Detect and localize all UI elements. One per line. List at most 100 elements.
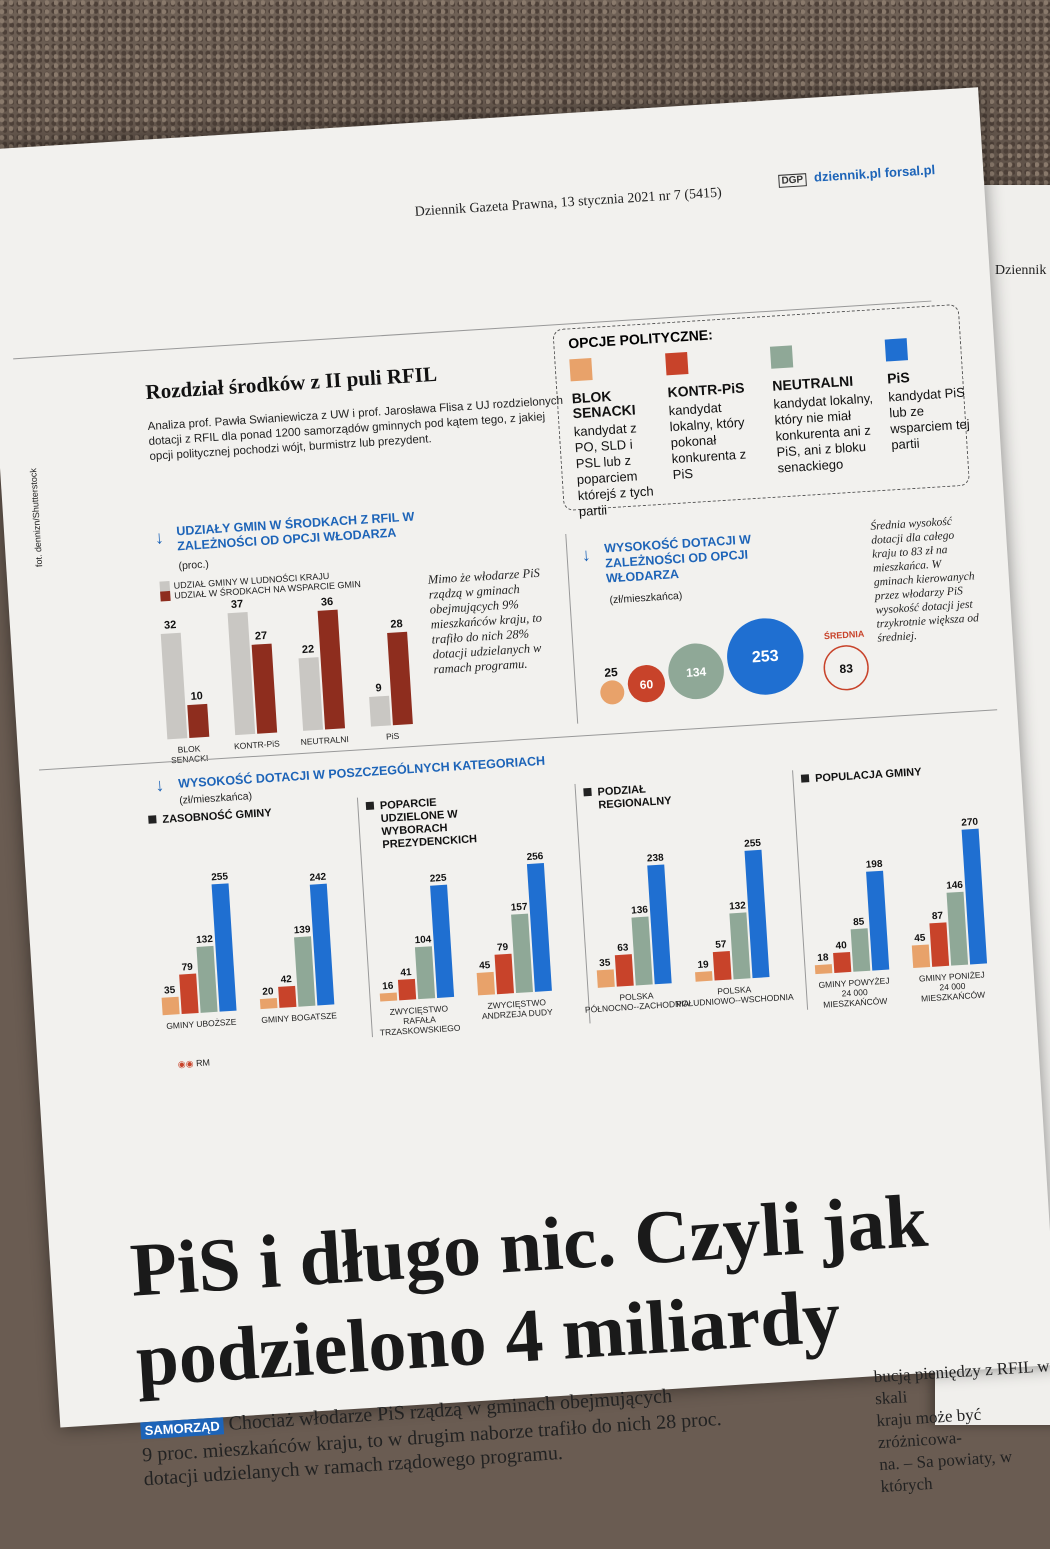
category-bar bbox=[833, 951, 852, 973]
dotation-bubble bbox=[727, 618, 804, 695]
panel-marker bbox=[148, 815, 157, 824]
category-group-label: ANDRZEJA DUDY bbox=[482, 1007, 554, 1021]
category-bar-label: 255 bbox=[211, 871, 229, 883]
infographic-title: Rozdział środków z II puli RFIL bbox=[144, 361, 438, 405]
down-arrow-icon: ↓ bbox=[154, 527, 165, 548]
category-bar bbox=[814, 964, 833, 975]
share-bar bbox=[187, 703, 210, 739]
legend-option-desc: kandydat z PO, SLD i PSL lub z poparciem… bbox=[573, 420, 655, 520]
side-line-1: bucją pieniędzy z RFIL w skali bbox=[873, 1356, 1050, 1409]
category-bar bbox=[929, 922, 950, 967]
shares-note: Mimo że włodarze PiS rządzą w gminach ob… bbox=[427, 565, 543, 677]
urls-text: dziennik.pl forsal.pl bbox=[813, 162, 936, 185]
legend-option-desc: kandydat lokalny, który nie miał konkure… bbox=[773, 390, 874, 476]
category-bar bbox=[278, 985, 297, 1008]
category-bar bbox=[294, 936, 316, 1007]
category-group-label: POLSKA bbox=[619, 990, 654, 1002]
dotation-bubble-label: 60 bbox=[639, 677, 654, 692]
category-bar bbox=[259, 998, 278, 1010]
category-group-label: GMINY PONIŻEJ bbox=[919, 970, 985, 984]
category-group-label: MIESZKAŃCÓW bbox=[823, 996, 888, 1010]
category-bar bbox=[850, 928, 871, 972]
share-bar bbox=[317, 609, 346, 730]
divider bbox=[565, 533, 579, 724]
legend-swatch bbox=[665, 352, 689, 376]
newspaper-page: Dziennik Gazeta Prawna, 13 stycznia 2021… bbox=[0, 87, 1050, 1496]
category-bar-label: 35 bbox=[164, 985, 176, 997]
category-bar-label: 198 bbox=[865, 859, 883, 871]
category-bar-label: 87 bbox=[932, 911, 944, 923]
legend-option-name: NEUTRALNI bbox=[771, 372, 854, 394]
legend-option-name: KONTR-PiS bbox=[667, 379, 745, 401]
share-category-label: PiS bbox=[386, 731, 400, 742]
side-line-2: kraju może być zróżnicowa- bbox=[875, 1404, 982, 1453]
category-bar-label: 157 bbox=[510, 902, 528, 914]
panel-divider bbox=[792, 770, 809, 1010]
graphics-credit: ◉◉ RM bbox=[177, 1057, 211, 1070]
category-bar-label: 41 bbox=[400, 967, 412, 979]
legend-swatch bbox=[884, 338, 909, 362]
share-bar bbox=[251, 643, 278, 734]
category-bar bbox=[712, 951, 732, 981]
panel-marker bbox=[800, 774, 810, 783]
category-bar-label: 79 bbox=[181, 962, 193, 974]
category-group-label: RAFAŁA bbox=[403, 1014, 436, 1026]
panel-title: ZASOBNOŚĆ GMINY bbox=[162, 806, 273, 826]
photo-credit: fot. dennizn/Shutterstock bbox=[28, 467, 45, 568]
masthead: Dziennik Gazeta Prawna, 13 stycznia 2021… bbox=[414, 185, 723, 220]
category-bar bbox=[695, 971, 713, 982]
category-bar bbox=[511, 913, 533, 994]
category-bar-label: 238 bbox=[647, 852, 665, 864]
legend-option-desc: kandydat PiS lub ze wsparciem tej partii bbox=[887, 384, 971, 453]
category-bar-label: 270 bbox=[961, 817, 979, 829]
category-bar bbox=[494, 953, 514, 995]
share-bar-label: 9 bbox=[375, 682, 382, 694]
category-bar-label: 45 bbox=[914, 933, 926, 945]
share-bar-label: 36 bbox=[321, 596, 334, 609]
category-bar-label: 63 bbox=[617, 942, 629, 954]
dotation-note: Średnia wysokość dotacji dla całego kraj… bbox=[870, 515, 980, 645]
category-bar-label: 40 bbox=[835, 940, 847, 952]
category-group-label: GMINY UBOŻSZE bbox=[166, 1017, 237, 1031]
category-bar-label: 139 bbox=[293, 924, 311, 936]
category-group-label: MIESZKAŃCÓW bbox=[921, 990, 986, 1004]
dotation-bubble-chart: 25 60 134 253 83 ŚREDNIA bbox=[600, 618, 869, 705]
legend-swatch bbox=[769, 345, 794, 369]
panel-title: PREZYDENCKICH bbox=[382, 833, 477, 851]
dotation-bubble-label: 83 bbox=[839, 661, 854, 676]
legend-option-desc: kandydat lokalny, który pokonał konkuren… bbox=[668, 399, 747, 483]
category-bar bbox=[596, 969, 615, 988]
category-bar bbox=[196, 945, 218, 1013]
category-bar bbox=[946, 891, 969, 966]
category-bar bbox=[866, 870, 890, 971]
down-arrow-icon: ↓ bbox=[580, 544, 592, 566]
section-tag: SAMORZĄD bbox=[140, 1417, 225, 1440]
category-bar-label: 16 bbox=[382, 981, 394, 993]
dotation-heading: WYSOKOŚĆ DOTACJI W ZALEŻNOŚCI OD OPCJI W… bbox=[603, 532, 752, 586]
infographic-intro: Analiza prof. Pawła Swianiewicza z UW i … bbox=[147, 394, 564, 463]
share-bar bbox=[369, 695, 391, 727]
dotation-bubble bbox=[823, 645, 869, 691]
category-bar bbox=[614, 954, 634, 987]
category-bar-label: 57 bbox=[715, 939, 727, 951]
panel-title: PODZIAŁ bbox=[597, 783, 646, 798]
shares-heading: UDZIAŁY GMIN W ŚRODKACH Z RFIL W ZALEŻNO… bbox=[175, 509, 415, 554]
category-bar-label: 20 bbox=[262, 986, 274, 998]
category-group-label: POLSKA bbox=[717, 984, 752, 996]
share-bar-label: 27 bbox=[255, 630, 268, 643]
down-arrow-icon: ↓ bbox=[154, 774, 165, 796]
share-bar bbox=[160, 632, 188, 740]
share-bar-label: 10 bbox=[190, 690, 203, 703]
category-bar-label: 35 bbox=[599, 958, 611, 970]
legend-option-name: PiS bbox=[886, 369, 911, 387]
category-group-label: 24 000 bbox=[939, 981, 966, 993]
average-label: ŚREDNIA bbox=[824, 628, 866, 642]
category-bar bbox=[476, 971, 496, 996]
category-bar-label: 146 bbox=[946, 880, 964, 892]
category-bar bbox=[161, 996, 180, 1016]
share-bar bbox=[227, 612, 256, 736]
category-bar bbox=[379, 992, 398, 1002]
category-bar-label: 255 bbox=[744, 838, 762, 850]
panel-title: UDZIELONE W bbox=[380, 808, 458, 825]
category-bar bbox=[647, 864, 672, 985]
